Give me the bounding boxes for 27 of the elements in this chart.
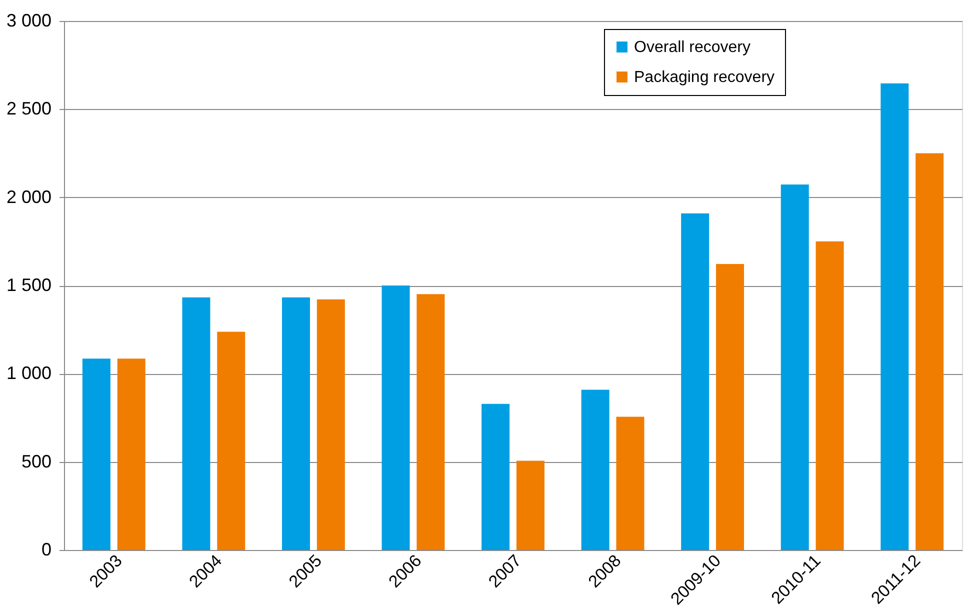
bar (117, 358, 146, 550)
bar (916, 153, 944, 550)
y-tick-label: 0 (41, 540, 52, 560)
bar (716, 264, 744, 550)
y-tick-label: 2 000 (6, 186, 52, 207)
y-tick-label: 2 500 (6, 98, 52, 119)
y-tick-label: 1 000 (6, 363, 52, 384)
bar (217, 332, 246, 550)
bar (581, 390, 610, 550)
y-tick-label: 500 (21, 451, 52, 472)
bar (382, 286, 410, 550)
bar (816, 241, 844, 550)
bar (416, 294, 445, 550)
bar (182, 297, 210, 550)
bar (316, 299, 345, 550)
bar (282, 297, 310, 550)
bar (516, 460, 544, 550)
y-tick-label: 3 000 (6, 10, 52, 30)
bar (82, 358, 110, 550)
bar (880, 83, 909, 550)
bar (482, 404, 510, 550)
bar (780, 184, 809, 550)
bar (616, 416, 644, 550)
bar (681, 213, 710, 550)
legend-label: Overall recovery (634, 39, 750, 56)
legend-label: Packaging recovery (634, 69, 775, 86)
y-tick-label: 1 500 (6, 275, 52, 295)
